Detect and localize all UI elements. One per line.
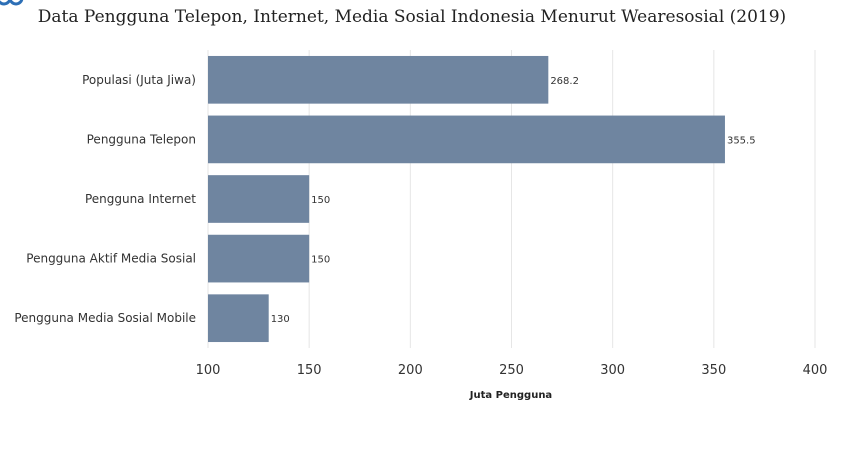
bar <box>208 294 269 343</box>
data-label: 130 <box>271 314 290 325</box>
bar <box>208 55 549 104</box>
category-label: Pengguna Aktif Media Sosial <box>26 252 196 266</box>
bars <box>208 55 725 343</box>
x-tick-label: 100 <box>196 363 221 378</box>
x-tick-label: 400 <box>803 363 828 378</box>
category-label: Pengguna Media Sosial Mobile <box>14 311 196 325</box>
data-labels: 268.2 355.5 150 150 130 <box>271 76 756 325</box>
data-label: 150 <box>311 195 330 206</box>
bar <box>208 115 725 164</box>
x-tick-label: 150 <box>297 363 322 378</box>
category-label: Pengguna Telepon <box>87 132 196 146</box>
bar <box>208 175 310 223</box>
x-tick-label: 300 <box>600 363 625 378</box>
x-tick-label: 200 <box>398 363 423 378</box>
data-label: 150 <box>311 255 330 266</box>
data-label: 355.5 <box>727 135 756 146</box>
x-axis-title: Juta Pengguna <box>469 390 552 401</box>
category-labels: Populasi (Juta Jiwa) Pengguna Telepon Peng… <box>14 73 196 325</box>
category-label: Pengguna Internet <box>85 192 196 206</box>
x-tick-label: 250 <box>499 363 524 378</box>
data-label: 268.2 <box>550 76 579 87</box>
chart-title: Data Pengguna Telepon, Internet, Media S… <box>38 7 786 27</box>
category-label: Populasi (Juta Jiwa) <box>82 73 196 87</box>
logo-icon <box>0 0 24 6</box>
x-tick-labels: 100 150 200 250 300 350 400 <box>196 363 828 378</box>
x-tick-label: 350 <box>701 363 726 378</box>
bar <box>208 234 310 283</box>
